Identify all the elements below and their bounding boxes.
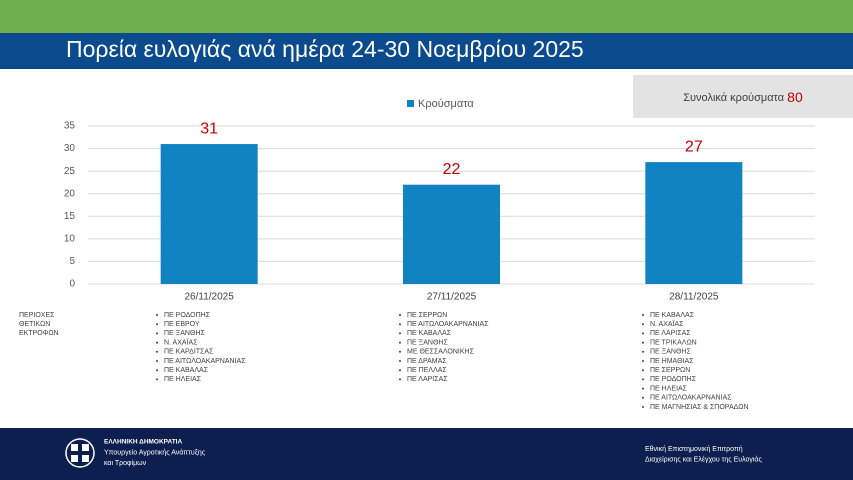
- bullet: [642, 369, 644, 372]
- region-item: ΠΕ ΞΑΝΘΗΣ: [650, 349, 691, 356]
- footer-text: ΕΛΛΗΝΙΚΗ ΔΗΜΟΚΡΑΤΙΑ: [104, 439, 182, 446]
- bullet: [156, 323, 158, 326]
- title-band: [0, 33, 853, 69]
- region-item: ΠΕ ΚΑΒΑΛΑΣ: [650, 312, 695, 319]
- bullet: [642, 387, 644, 390]
- region-item: ΠΕ ΔΡΑΜΑΣ: [407, 358, 447, 365]
- region-item: ΠΕ ΤΡΙΚΑΛΩΝ: [650, 339, 697, 346]
- region-item: ΠΕ ΜΑΓΝΗΣΙΑΣ & ΣΠΟΡΑΔΩΝ: [650, 404, 749, 411]
- bullet: [642, 378, 644, 381]
- bullet: [399, 332, 401, 335]
- legend-swatch: [407, 100, 414, 107]
- region-item: ΠΕ ΚΑΒΑΛΑΣ: [164, 367, 209, 374]
- region-item: ΠΕ ΠΕΛΛΑΣ: [407, 367, 447, 374]
- region-item: ΠΕ ΣΕΡΡΩΝ: [407, 312, 447, 319]
- region-item: ΠΕ ΞΑΝΘΗΣ: [164, 330, 205, 337]
- region-item: Ν. ΑΧΑΪΑΣ: [164, 338, 198, 346]
- y-tick-label: 5: [69, 256, 75, 267]
- footer-band: [0, 428, 853, 480]
- bullet: [642, 323, 644, 326]
- bullet: [399, 323, 401, 326]
- bullet: [156, 314, 158, 316]
- bullet: [642, 314, 644, 316]
- region-item: ΠΕ ΗΜΑΘΙΑΣ: [650, 358, 694, 365]
- footer-text: Υπουργείο Αγροτικής Ανάπτυξης: [104, 448, 206, 456]
- total-label: Συνολικά κρούσματα: [683, 92, 785, 104]
- bullet: [399, 350, 401, 353]
- region-item: ΠΕ ΡΟΔΟΠΗΣ: [650, 376, 697, 383]
- total-value: 80: [787, 89, 803, 105]
- footer-text: Διαχείρισης και Ελέγχου της Ευλογιάς: [645, 455, 762, 463]
- bullet: [399, 378, 401, 381]
- bullet: [156, 350, 158, 353]
- bullet: [399, 360, 401, 362]
- region-item: ΠΕ ΛΑΡΙΣΑΣ: [407, 376, 448, 383]
- region-item: ΠΕ ΗΛΕΙΑΣ: [650, 385, 688, 392]
- bullet: [156, 341, 158, 344]
- bullet: [399, 369, 401, 372]
- bullet: [642, 350, 644, 353]
- y-tick-label: 20: [64, 188, 76, 199]
- regions-label: ΠΕΡΙΟΧΕΣ ΘΕΤΙΚΩΝ ΕΚΤΡΟΦΩΝ: [19, 312, 59, 337]
- y-tick-label: 0: [69, 279, 75, 290]
- footer-text: και Τροφίμων: [104, 459, 147, 467]
- legend-label: Κρούσματα: [418, 98, 474, 110]
- region-item: ΠΕ ΑΙΤΩΛΟΑΚΑΡΝΑΝΙΑΣ: [650, 395, 732, 402]
- region-item: Ν. ΑΧΑΪΑΣ: [650, 320, 684, 328]
- bullet: [642, 332, 644, 335]
- bullet: [642, 360, 644, 362]
- bullet: [642, 396, 644, 399]
- region-item: ΠΕ ΗΛΕΙΑΣ: [164, 376, 202, 383]
- bar: [645, 162, 743, 284]
- region-item: ΠΕ ΑΙΤΩΛΟΑΚΑΡΝΑΝΙΑΣ: [407, 321, 489, 328]
- data-label: 22: [443, 161, 461, 178]
- region-item: ΠΕ ΚΑΒΑΛΑΣ: [407, 330, 452, 337]
- bullet: [642, 341, 644, 344]
- bullet: [399, 341, 401, 344]
- bullet: [642, 406, 644, 408]
- total-box: [633, 75, 853, 118]
- chart-title: Πορεία ευλογιάς ανά ημέρα 24-30 Νοεμβρίο…: [66, 36, 584, 62]
- bullet: [156, 369, 158, 372]
- bullet: [156, 378, 158, 381]
- bullet: [156, 360, 158, 362]
- top-band: [0, 0, 853, 33]
- region-item: ΜΕ ΘΕΣΣΑΛΟΝΙΚΗΣ: [407, 349, 475, 356]
- bullet: [156, 332, 158, 335]
- y-tick-label: 10: [64, 233, 76, 244]
- logo: [65, 438, 95, 468]
- bullet: [399, 314, 401, 316]
- region-item: ΠΕ ΛΑΡΙΣΑΣ: [650, 330, 691, 337]
- region-item: ΠΕ ΚΑΡΔΙΤΣΑΣ: [164, 349, 214, 356]
- y-tick-label: 35: [64, 121, 76, 132]
- y-tick-label: 30: [64, 143, 76, 154]
- region-item: ΠΕ ΡΟΔΟΠΗΣ: [164, 312, 211, 319]
- y-tick-label: 15: [64, 211, 76, 222]
- total: Συνολικά κρούσματα 80: [683, 89, 803, 105]
- region-item: ΠΕ ΑΙΤΩΛΟΑΚΑΡΝΑΝΙΑΣ: [164, 358, 246, 365]
- region-item: ΠΕ ΞΑΝΘΗΣ: [407, 339, 448, 346]
- region-item: ΠΕ ΣΕΡΡΩΝ: [650, 367, 690, 374]
- footer-text: Εθνική Επιστημονική Επιτροπή: [645, 446, 743, 453]
- data-label: 27: [685, 138, 703, 155]
- x-tick-label: 26/11/2025: [185, 292, 235, 303]
- bar: [403, 184, 500, 284]
- bar: [160, 144, 258, 284]
- data-label: 31: [200, 120, 218, 137]
- y-tick-label: 25: [64, 166, 76, 177]
- x-tick-label: 27/11/2025: [427, 292, 477, 303]
- x-tick-label: 28/11/2025: [669, 292, 719, 303]
- region-item: ΠΕ ΕΒΡΟΥ: [164, 321, 200, 328]
